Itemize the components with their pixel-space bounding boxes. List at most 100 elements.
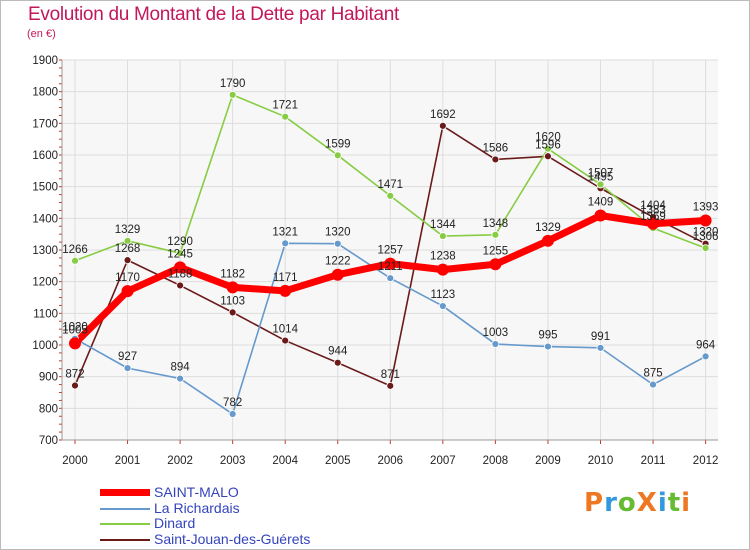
- data-label: 871: [381, 369, 400, 381]
- y-tick-label: 1800: [32, 87, 58, 99]
- x-tick-label: 2001: [115, 455, 141, 467]
- data-label: 1369: [640, 211, 666, 223]
- data-point: [386, 191, 395, 200]
- data-label: 1404: [640, 200, 666, 212]
- legend-swatch: [100, 538, 150, 541]
- y-tick-label: 1400: [32, 213, 58, 225]
- data-point: [176, 249, 185, 258]
- data-label: 1348: [483, 218, 509, 230]
- data-label: 1471: [378, 179, 404, 191]
- data-point: [649, 380, 657, 389]
- data-point: [647, 217, 660, 230]
- data-label: 894: [171, 362, 191, 374]
- data-point: [489, 258, 502, 271]
- data-label: 1170: [115, 272, 140, 284]
- data-point: [281, 336, 290, 345]
- data-point: [386, 381, 395, 390]
- data-label: 875: [643, 368, 662, 380]
- data-label: 1721: [272, 100, 298, 112]
- data-label: 1020: [62, 322, 88, 334]
- data-label: 927: [118, 351, 137, 363]
- y-tick-label: 1200: [32, 277, 58, 289]
- data-point: [438, 232, 447, 240]
- data-label: 1383: [640, 205, 666, 217]
- x-tick-label: 2009: [535, 455, 561, 467]
- data-point: [491, 155, 500, 164]
- data-point: [69, 337, 81, 350]
- x-tick-label: 2006: [378, 455, 404, 467]
- data-label: 1188: [168, 268, 193, 280]
- proxiti-logo: ProXiti: [584, 488, 692, 518]
- x-tick-label: 2011: [641, 455, 666, 467]
- data-point: [436, 263, 449, 276]
- data-label: 1599: [325, 138, 351, 150]
- data-point: [701, 244, 710, 253]
- legend-label: SAINT-MALO: [154, 484, 239, 500]
- data-label: 1268: [115, 243, 141, 255]
- data-label: 1266: [62, 244, 88, 256]
- data-point: [596, 180, 605, 189]
- data-label: 1257: [378, 245, 404, 257]
- legend-label: Saint-Jouan-des-Guérets: [154, 530, 311, 547]
- x-tick-label: 2012: [693, 455, 719, 467]
- y-tick-label: 900: [39, 372, 58, 384]
- data-point: [279, 284, 292, 297]
- data-point: [281, 239, 290, 248]
- y-tick-label: 1300: [32, 245, 58, 257]
- data-label: 1245: [167, 248, 193, 260]
- chart-unit-label: (en €): [27, 28, 56, 40]
- data-label: 995: [538, 330, 557, 342]
- data-label: 1211: [378, 261, 403, 273]
- data-point: [333, 358, 342, 367]
- x-tick-label: 2005: [325, 455, 351, 467]
- data-point: [491, 340, 500, 348]
- x-tick-label: 2002: [167, 455, 193, 467]
- data-point: [174, 261, 187, 274]
- data-point: [226, 281, 239, 294]
- data-label: 1344: [430, 219, 456, 231]
- data-label: 1320: [693, 227, 719, 239]
- data-point: [281, 112, 290, 121]
- x-tick-label: 2010: [588, 455, 614, 467]
- y-tick-label: 700: [39, 435, 58, 447]
- data-point: [594, 209, 607, 222]
- data-label: 1306: [693, 231, 719, 243]
- data-point: [71, 381, 79, 390]
- data-label: 1123: [430, 289, 455, 301]
- data-point: [541, 234, 554, 247]
- data-point: [71, 256, 79, 265]
- data-point: [544, 152, 552, 161]
- legend-swatch: [100, 523, 150, 525]
- data-label: 1329: [115, 224, 141, 236]
- x-tick-label: 2008: [483, 455, 509, 467]
- data-label: 1692: [430, 109, 456, 121]
- data-label: 1014: [272, 324, 298, 336]
- data-label: 1003: [483, 327, 509, 339]
- data-label: 1507: [588, 167, 614, 179]
- data-point: [438, 121, 447, 130]
- data-point: [596, 343, 605, 352]
- data-point: [176, 281, 185, 290]
- legend-label: Dinard: [154, 515, 196, 531]
- data-label: 1409: [588, 196, 614, 208]
- data-point: [176, 374, 185, 383]
- data-label: 1222: [325, 256, 351, 268]
- data-label: 1495: [588, 171, 614, 183]
- data-point: [491, 230, 500, 239]
- data-label: 1238: [430, 251, 456, 263]
- data-label: 782: [223, 397, 242, 409]
- y-tick-label: 800: [39, 403, 58, 415]
- data-label: 1596: [535, 139, 561, 151]
- data-label: 1329: [535, 222, 561, 234]
- chart-title: Evolution du Montant de la Dette par Hab…: [28, 4, 399, 25]
- data-label: 1320: [325, 227, 351, 239]
- y-tick-label: 1500: [32, 182, 58, 194]
- data-point: [123, 256, 132, 265]
- data-label: 1620: [535, 132, 561, 144]
- data-point: [438, 302, 447, 310]
- x-tick-label: 2000: [62, 455, 88, 467]
- data-label: 872: [65, 369, 84, 381]
- data-point: [123, 236, 132, 245]
- x-tick-label: 2004: [272, 455, 298, 467]
